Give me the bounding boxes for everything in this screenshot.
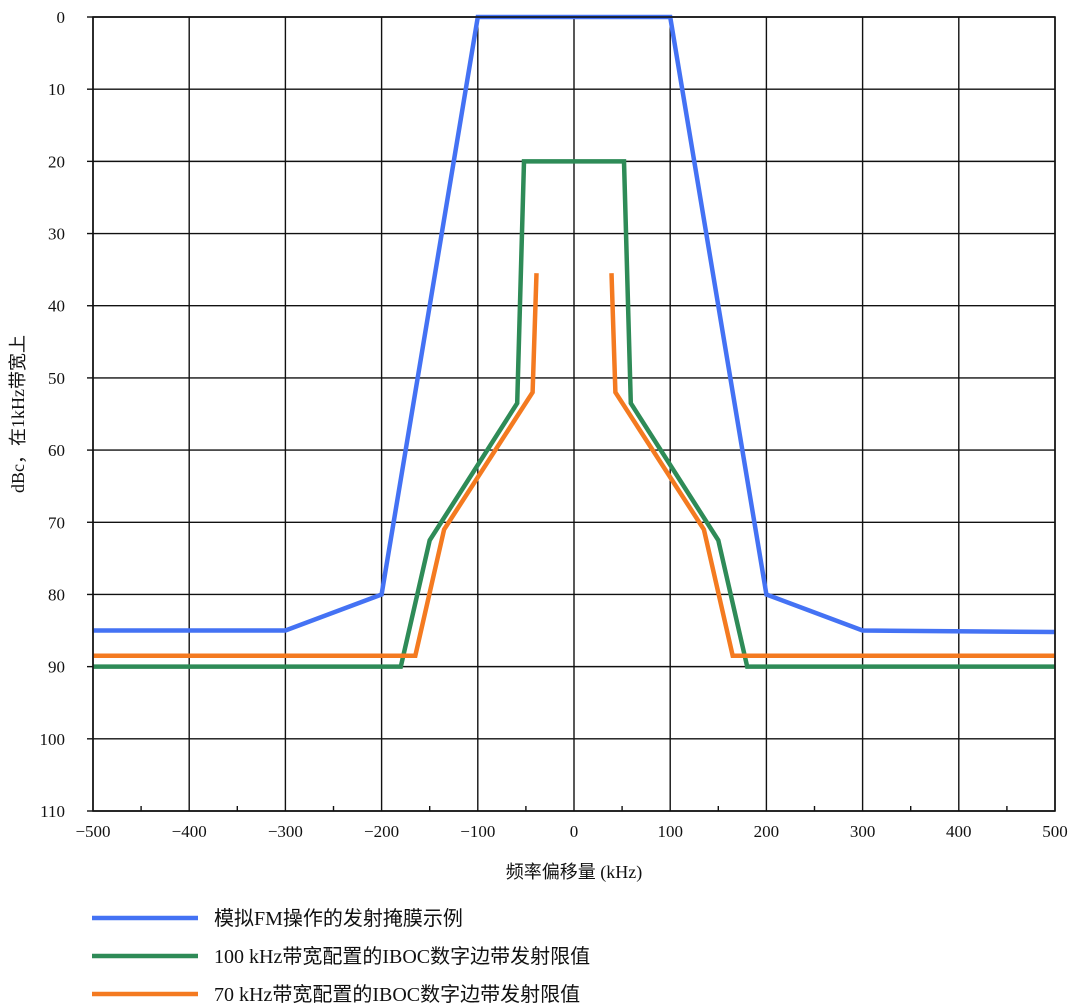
y-tick-label: 50 xyxy=(48,369,65,388)
y-axis-title: dBc，在1kHz带宽上 xyxy=(8,335,28,493)
y-tick-label: 110 xyxy=(40,802,65,821)
x-tick-label: −500 xyxy=(75,822,110,841)
x-tick-label: 400 xyxy=(946,822,972,841)
x-tick-label: 500 xyxy=(1042,822,1068,841)
axis-ticks: −500 −400 −300 −200 −100 0 100 200 300 400 500 0 10 2… xyxy=(40,8,1068,841)
x-tick-label: −200 xyxy=(364,822,399,841)
y-tick-label: 90 xyxy=(48,658,65,677)
y-tick-label: 80 xyxy=(48,585,65,604)
x-tick-label: 300 xyxy=(850,822,876,841)
series-line-3 xyxy=(93,273,539,659)
series-line-2 xyxy=(93,159,1055,669)
y-tick-label: 100 xyxy=(40,730,66,749)
x-tick-label: −400 xyxy=(172,822,207,841)
grid xyxy=(92,16,1056,812)
x-tick-label: −300 xyxy=(268,822,303,841)
y-tick-label: 10 xyxy=(48,80,65,99)
series-line-3 xyxy=(609,273,1055,659)
legend-label-2: 100 kHz带宽配置的IBOC数字边带发射限值 xyxy=(214,945,590,968)
y-tick-label: 30 xyxy=(48,225,65,244)
y-tick-label: 0 xyxy=(57,8,66,27)
y-tick-label: 60 xyxy=(48,441,65,460)
x-axis-title: 频率偏移量 (kHz) xyxy=(506,862,642,883)
y-tick-label: 70 xyxy=(48,513,65,532)
x-tick-label: 100 xyxy=(657,822,683,841)
y-tick-label: 40 xyxy=(48,297,65,316)
x-tick-label: 0 xyxy=(570,822,579,841)
legend-label-1: 模拟FM操作的发射掩膜示例 xyxy=(214,907,463,930)
y-tick-label: 20 xyxy=(48,152,65,171)
plot-frame xyxy=(92,16,1056,812)
legend: 模拟FM操作的发射掩膜示例 100 kHz带宽配置的IBOC数字边带发射限值 70 … xyxy=(92,907,590,1004)
legend-label-3: 70 kHz带宽配置的IBOC数字边带发射限值 xyxy=(214,983,580,1004)
x-tick-label: 200 xyxy=(754,822,780,841)
x-tick-label: −100 xyxy=(460,822,495,841)
